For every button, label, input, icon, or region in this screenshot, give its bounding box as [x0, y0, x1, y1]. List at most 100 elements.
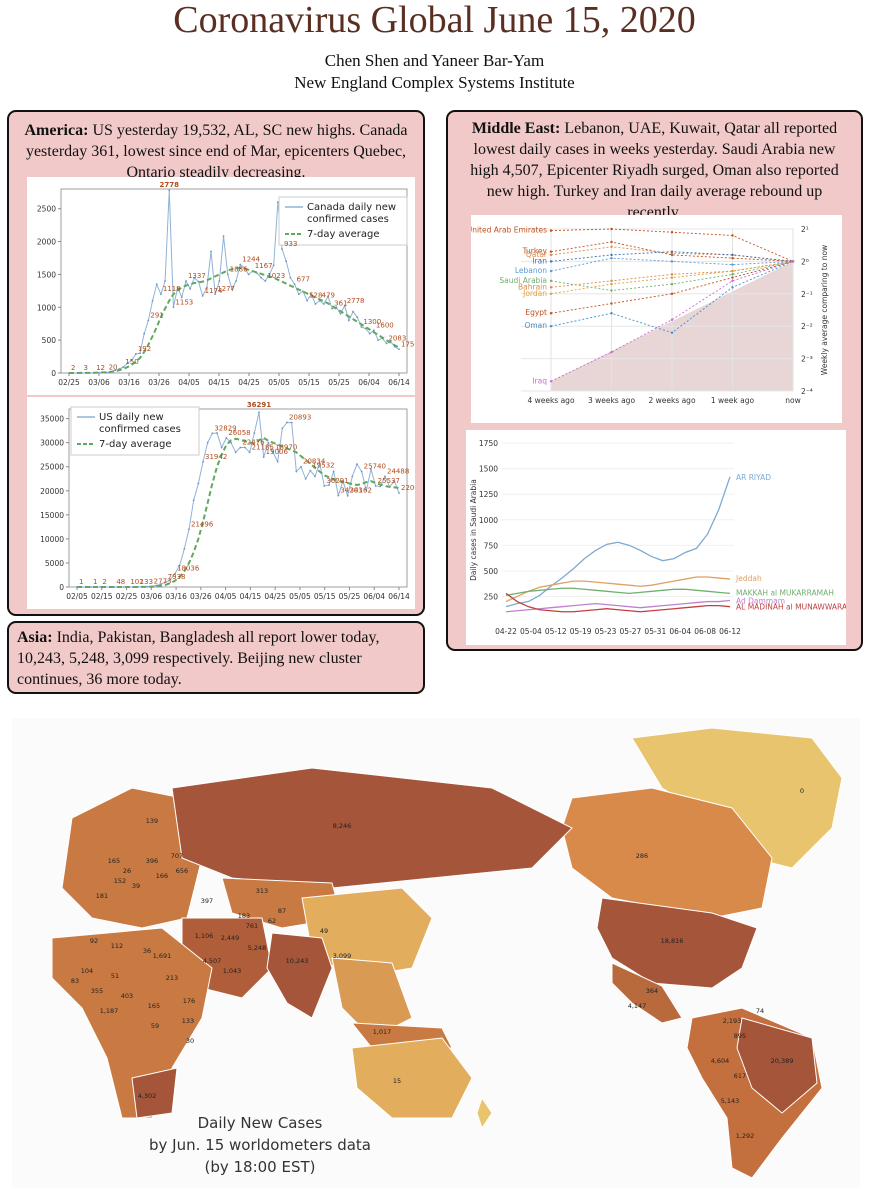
daily-point: [205, 286, 208, 289]
y-tick-label: 0: [59, 583, 64, 592]
y-tick-label: 1500: [479, 465, 498, 474]
map-region-brazil: [736, 1017, 818, 1114]
x-tick-label: 05-27: [620, 627, 642, 636]
daily-point: [346, 494, 349, 497]
canada-chart: 0 500 1000 1500 2000 2500 02/25 03/06 03/16 03/26…: [27, 177, 415, 395]
x-tick-label: 05/15: [314, 592, 336, 601]
daily-point: [297, 293, 300, 296]
y-tick-label: 2⁰: [801, 257, 809, 266]
daily-point: [260, 276, 263, 279]
y-tick-label: 2⁻³: [801, 355, 813, 364]
authors: Chen Shen and Yaneer Bar-Yam: [324, 51, 545, 70]
daily-point: [201, 294, 204, 297]
world-map-svg: 8,246 286 18,816 0 313 49 10,243 5,248 3,099 4,50…: [51, 727, 843, 1179]
middle-east-ratio-chart: 4 weeks ago 3 weeks ago 2 weeks ago 1 week …: [471, 215, 842, 423]
map-case-number-algeria: 112: [111, 942, 123, 950]
daily-point: [192, 499, 195, 502]
daily-point: [295, 470, 298, 473]
x-tick-label: 04/05: [215, 592, 237, 601]
x-tick-label: 06/14: [388, 378, 410, 387]
data-label: 22004: [401, 484, 415, 492]
country-point: [610, 282, 613, 286]
y-tick-label: 10000: [40, 535, 64, 544]
daily-point: [180, 296, 183, 299]
map-case-number-sweden: 139: [146, 817, 158, 825]
x-tick-label: 05-19: [570, 627, 592, 636]
daily-point: [304, 477, 307, 480]
country-point: [670, 318, 674, 321]
map-case-number-egypt: 1,691: [153, 952, 172, 960]
daily-point: [276, 201, 279, 204]
x-tick-label: 03/06: [140, 592, 162, 601]
x-tick-label: 02/05: [66, 592, 88, 601]
x-tick-label: 05/25: [339, 592, 361, 601]
daily-point: [211, 432, 214, 435]
region-line: [505, 592, 731, 613]
data-label: 3: [84, 364, 88, 372]
map-case-number-sudan: 213: [166, 974, 178, 982]
y-tick-label: 500: [42, 336, 57, 345]
daily-point: [239, 263, 242, 266]
daily-point: [286, 421, 288, 424]
data-label: 12: [96, 364, 105, 372]
x-tick-label: 05-12: [545, 627, 567, 636]
data-label: 25537: [378, 477, 400, 485]
x-tick-label: 04/05: [178, 378, 200, 387]
x-tick-label: 3 weeks ago: [588, 396, 636, 405]
y-tick-label: 2⁻¹: [801, 290, 813, 299]
us-chart-svg: 0 5000 10000 15000 20000 25000 30000 35000 02/05…: [40, 401, 415, 601]
country-point: [670, 231, 674, 234]
map-region-new-zealand: [476, 1096, 493, 1130]
canada-chart-svg: 0 500 1000 1500 2000 2500 02/25 03/06 03/16 03/26…: [37, 181, 415, 387]
daily-point: [247, 273, 250, 276]
x-tick-label: 04/25: [264, 592, 286, 601]
country-point: [670, 282, 674, 286]
x-tick-label: 06/04: [363, 592, 385, 601]
daily-point: [339, 312, 342, 315]
daily-point: [327, 295, 329, 298]
y-tick-label: 1000: [479, 516, 498, 525]
country-line: [550, 260, 794, 314]
map-case-number-niger: 51: [111, 972, 119, 980]
daily-point: [314, 303, 317, 305]
daily-point: [258, 411, 260, 414]
y-tick-label: 2⁻⁴: [801, 387, 813, 396]
data-label: 1118: [163, 285, 181, 293]
daily-point: [225, 436, 228, 439]
daily-point: [289, 276, 292, 279]
data-label: 34162: [350, 487, 372, 495]
x-tick-label: 05/25: [328, 378, 350, 387]
x-tick-label: 03/26: [148, 378, 170, 387]
peak-label: 36291: [247, 401, 271, 409]
country-point: [610, 245, 613, 249]
country-point: [549, 253, 553, 257]
region-line: [505, 476, 731, 608]
y-tick-label: 250: [484, 592, 499, 601]
daily-point: [323, 485, 326, 487]
daily-point: [337, 494, 340, 497]
daily-point: [373, 329, 375, 332]
data-label: 34203: [340, 487, 362, 495]
map-case-number-france: 152: [114, 877, 126, 885]
x-tick-label: 03/26: [190, 592, 212, 601]
country-point: [549, 380, 553, 383]
map-case-number-oman: 1,043: [223, 967, 242, 975]
middle-east-ratio-svg: 4 weeks ago 3 weeks ago 2 weeks ago 1 week …: [471, 225, 829, 405]
y-tick-label: 5000: [45, 559, 64, 568]
daily-point: [169, 578, 172, 581]
country-point: [610, 289, 613, 292]
data-label: 1174: [205, 287, 223, 295]
country-point: [549, 286, 553, 289]
country-label: Bahrain: [518, 282, 547, 291]
data-label: 22476: [242, 438, 265, 446]
daily-point: [183, 547, 186, 550]
data-label: 1337: [188, 272, 206, 280]
daily-point: [218, 280, 221, 282]
country-label: Lebanon: [515, 266, 547, 275]
daily-point: [105, 371, 108, 374]
daily-point: [374, 485, 377, 487]
america-body: US yesterday 19,532, AL, SC new highs. C…: [25, 122, 408, 181]
daily-point: [206, 441, 209, 444]
country-point: [549, 312, 553, 315]
country-point: [731, 256, 734, 260]
